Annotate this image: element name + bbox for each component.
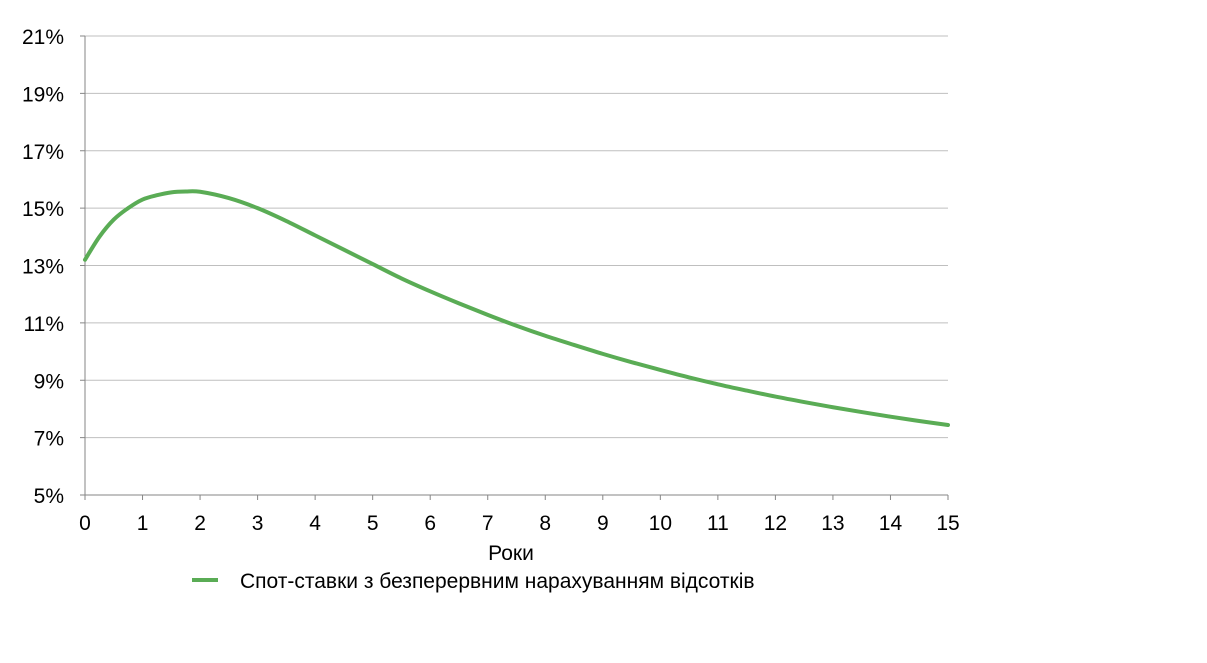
x-tick-label: 6 (424, 512, 436, 535)
series-line (83, 189, 950, 427)
x-tick-label: 4 (309, 512, 321, 535)
legend: Спот-ставки з безперервним нарахуванням … (192, 570, 755, 593)
gridlines (85, 35, 948, 439)
x-tick-label: 13 (821, 512, 844, 535)
x-tick-label: 7 (482, 512, 494, 535)
x-tick-label: 10 (649, 512, 672, 535)
axes (80, 35, 949, 500)
y-tick-label: 11% (24, 313, 64, 336)
x-tick-label: 12 (764, 512, 787, 535)
y-tick-label: 15% (22, 198, 64, 221)
y-tick-label: 5% (34, 485, 64, 508)
y-tick-label: 21% (22, 26, 64, 49)
x-tick-label: 9 (597, 512, 609, 535)
x-axis-title: Роки (488, 542, 534, 565)
x-tick-label: 14 (879, 512, 903, 535)
y-tick-label: 7% (34, 428, 64, 451)
y-tick-label: 13% (22, 256, 64, 279)
legend-label: Спот-ставки з безперервним нарахуванням … (240, 570, 755, 593)
y-tick-labels: 5% 7% 9% 11% 13% 15% 17% 19% 21% (22, 26, 64, 508)
x-tick-label: 3 (252, 512, 264, 535)
x-tick-label: 2 (194, 512, 206, 535)
x-tick-label: 1 (137, 512, 149, 535)
x-tick-label: 8 (539, 512, 551, 535)
y-tick-label: 17% (22, 141, 64, 164)
x-tick-labels: 0 1 2 3 4 5 6 7 8 9 10 11 12 13 14 15 (79, 512, 960, 535)
x-tick-label: 0 (79, 512, 91, 535)
series-layer (83, 189, 950, 427)
y-tick-label: 9% (34, 370, 64, 393)
x-tick-label: 11 (707, 512, 729, 535)
y-tick-label: 19% (22, 83, 64, 106)
x-tick-label: 15 (936, 512, 959, 535)
x-tick-label: 5 (367, 512, 379, 535)
